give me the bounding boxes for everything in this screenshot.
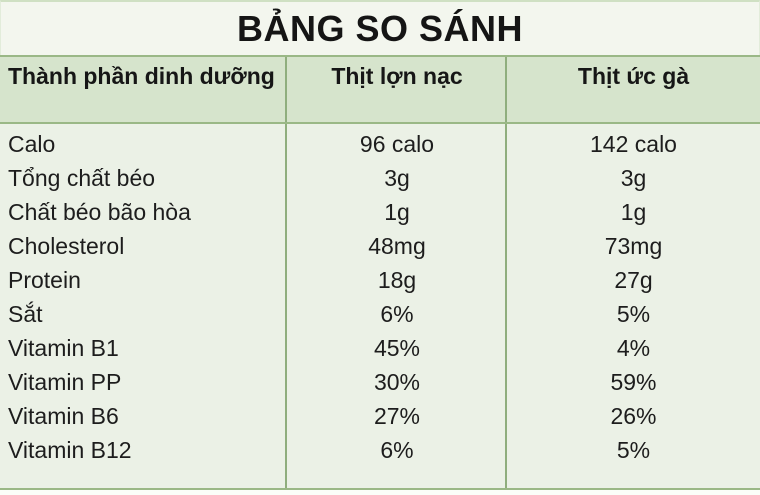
chicken-breast-value: 1g (620, 199, 647, 225)
nutrient-label: Vitamin PP (8, 369, 122, 395)
bottom-strip (0, 490, 760, 495)
column-header-chicken-breast: Thịt ức gà (577, 63, 690, 89)
nutrient-label: Protein (8, 267, 81, 293)
table-body: Calo 96 calo 142 calo Tổng chất béo 3g 3g Chất… (0, 124, 760, 488)
lean-pork-value: 6% (380, 301, 414, 327)
nutrient-label: Vitamin B1 (8, 335, 119, 361)
nutrient-label: Calo (8, 131, 56, 157)
column-divider (505, 124, 507, 488)
chicken-breast-value: 4% (616, 335, 651, 361)
nutrient-label: Tổng chất béo (8, 165, 156, 191)
lean-pork-value: 45% (373, 335, 421, 361)
table-row: Vitamin B12 6% 5% (0, 433, 760, 467)
table-title: BẢNG SO SÁNH (0, 0, 760, 55)
chicken-breast-value: 3g (620, 165, 647, 191)
column-header-nutrient: Thành phần dinh dưỡng (8, 63, 275, 89)
lean-pork-value: 18g (377, 267, 417, 293)
table-row: Chất béo bão hòa 1g 1g (0, 195, 760, 229)
chicken-breast-value: 5% (616, 301, 651, 327)
table-row: Sắt 6% 5% (0, 297, 760, 331)
column-divider (505, 57, 507, 122)
nutrient-label: Vitamin B12 (8, 437, 132, 463)
chicken-breast-value: 142 calo (590, 131, 677, 157)
chicken-breast-value: 27g (614, 267, 653, 293)
table-row: Calo 96 calo 142 calo (0, 127, 760, 161)
table-row: Protein 18g 27g (0, 263, 760, 297)
chicken-breast-value: 59% (610, 369, 657, 395)
header-body-divider (0, 122, 760, 124)
nutrient-label: Vitamin B6 (8, 403, 119, 429)
nutrient-label: Sắt (8, 301, 43, 327)
column-header-lean-pork: Thịt lợn nạc (331, 63, 463, 89)
chicken-breast-value: 26% (610, 403, 657, 429)
column-divider (285, 57, 287, 122)
table-header: Thành phần dinh dưỡng Thịt lợn nạc Thịt … (0, 57, 760, 122)
title-header-divider (0, 55, 760, 57)
table-row: Vitamin PP 30% 59% (0, 365, 760, 399)
chicken-breast-value: 5% (616, 437, 651, 463)
lean-pork-value: 6% (380, 437, 414, 463)
lean-pork-value: 3g (384, 165, 410, 191)
lean-pork-value: 1g (384, 199, 410, 225)
lean-pork-value: 48mg (368, 233, 426, 259)
column-divider (285, 124, 287, 488)
lean-pork-value: 27% (373, 403, 421, 429)
table-row: Tổng chất béo 3g 3g (0, 161, 760, 195)
table-row: Vitamin B1 45% 4% (0, 331, 760, 365)
nutrient-label: Chất béo bão hòa (8, 199, 191, 225)
table-row: Cholesterol 48mg 73mg (0, 229, 760, 263)
lean-pork-value: 30% (373, 369, 421, 395)
nutrient-label: Cholesterol (8, 233, 125, 259)
lean-pork-value: 96 calo (359, 131, 435, 157)
table-bottom-border (0, 488, 760, 490)
chicken-breast-value: 73mg (604, 233, 663, 259)
table-row: Vitamin B6 27% 26% (0, 399, 760, 433)
